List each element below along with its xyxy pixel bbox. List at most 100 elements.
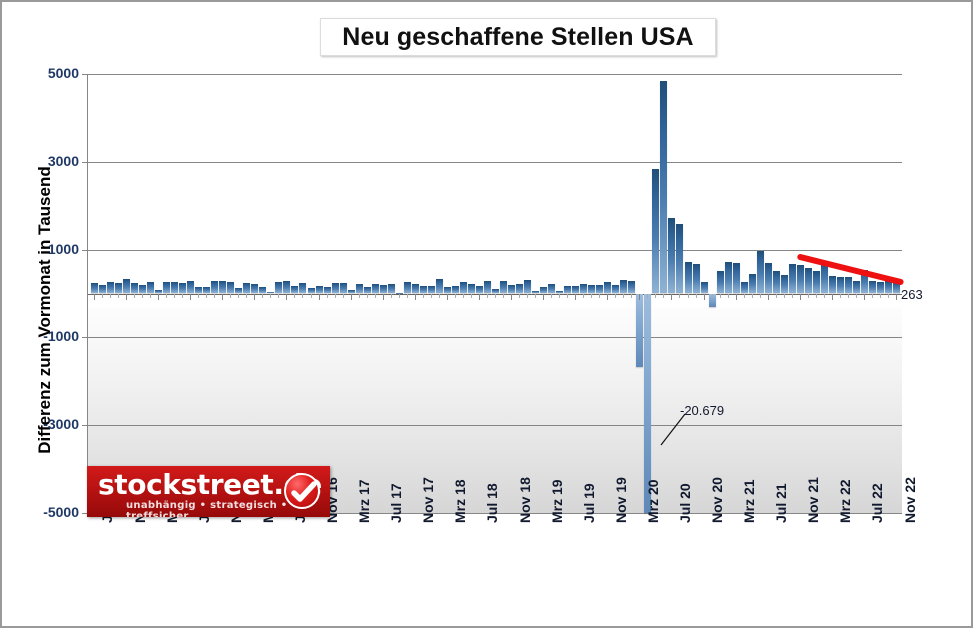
bar-mai-17 xyxy=(363,287,371,294)
bar-mrz-19 xyxy=(540,286,548,294)
bar-nov-21 xyxy=(796,265,804,294)
bar-okt-15 xyxy=(211,280,219,294)
x-tick-label: Jul 20 xyxy=(676,483,693,523)
x-tick-label: Jul 17 xyxy=(388,483,405,523)
gridline--3000 xyxy=(88,425,902,427)
x-minor-tick xyxy=(422,293,424,298)
x-minor-tick xyxy=(775,293,777,298)
x-minor-tick xyxy=(326,293,328,298)
x-minor-tick xyxy=(486,293,488,298)
bar-okt-14 xyxy=(114,282,122,294)
x-minor-tick xyxy=(839,293,841,298)
bar-mrz-21 xyxy=(732,262,740,294)
bar-aug-15 xyxy=(195,286,203,294)
x-tick-label: Mrz 18 xyxy=(452,479,469,523)
x-minor-tick xyxy=(872,293,874,298)
x-minor-tick xyxy=(230,293,232,298)
x-tick-mark xyxy=(543,293,545,300)
bar-mai-22 xyxy=(844,276,852,294)
stockstreet-logo[interactable]: stockstreet.de unabhängig • strategisch … xyxy=(87,466,330,517)
bar-sep-14 xyxy=(106,281,114,294)
bar-nov-18 xyxy=(508,284,516,294)
x-tick-mark xyxy=(639,293,641,300)
x-minor-tick xyxy=(358,293,360,298)
bar-mrz-22 xyxy=(828,276,836,294)
bar-apr-19 xyxy=(548,284,556,294)
x-tick-mark xyxy=(767,293,769,300)
x-tick-mark xyxy=(831,293,833,300)
bar-mrz-18 xyxy=(443,286,451,294)
bar-dez-21 xyxy=(804,267,812,294)
x-tick-mark xyxy=(478,293,480,300)
x-tick-label: Mrz 17 xyxy=(356,479,373,523)
x-minor-tick xyxy=(101,293,103,298)
x-tick-mark xyxy=(414,293,416,300)
bar-jan-19 xyxy=(524,279,532,294)
x-minor-tick xyxy=(150,293,152,298)
x-minor-tick xyxy=(454,293,456,298)
x-minor-tick xyxy=(406,293,408,298)
bar-okt-22 xyxy=(885,281,893,294)
bar-aug-18 xyxy=(483,280,491,294)
x-minor-tick xyxy=(695,293,697,298)
bar-apr-22 xyxy=(836,277,844,294)
x-minor-tick xyxy=(366,293,368,298)
x-tick-mark xyxy=(446,293,448,300)
bar-dez-16 xyxy=(323,286,331,294)
annotation-trend-end: 263 xyxy=(901,287,923,302)
x-minor-tick xyxy=(198,293,200,298)
y-tick-mark xyxy=(82,161,87,163)
bar-mai-15 xyxy=(171,281,179,294)
bar-mrz-20 xyxy=(636,293,644,368)
x-tick-label: Nov 17 xyxy=(420,477,437,523)
x-minor-tick xyxy=(719,293,721,298)
x-minor-tick xyxy=(751,293,753,298)
x-tick-mark xyxy=(799,293,801,300)
bar-feb-20 xyxy=(628,280,636,294)
x-minor-tick xyxy=(503,293,505,298)
x-tick-label: Nov 18 xyxy=(516,477,533,523)
bar-nov-15 xyxy=(219,281,227,294)
bar-sep-20 xyxy=(684,262,692,294)
bar-mrz-17 xyxy=(347,290,355,294)
bar-okt-19 xyxy=(596,285,604,294)
x-minor-tick xyxy=(623,293,625,298)
x-minor-tick xyxy=(888,293,890,298)
x-tick-label: Nov 22 xyxy=(901,477,918,523)
bar-jul-20 xyxy=(668,217,676,294)
x-minor-tick xyxy=(823,293,825,298)
bar-sep-18 xyxy=(492,288,499,294)
x-tick-label: Mrz 20 xyxy=(644,479,661,523)
bar-sep-15 xyxy=(203,286,211,294)
x-tick-mark xyxy=(896,293,898,300)
bar-aug-22 xyxy=(869,280,877,294)
x-minor-tick xyxy=(438,293,440,298)
x-tick-label: Nov 21 xyxy=(805,477,822,523)
bar-jun-20 xyxy=(660,80,668,294)
bar-jun-15 xyxy=(179,283,187,294)
bar-apr-16 xyxy=(259,286,267,294)
bar-nov-19 xyxy=(604,282,612,294)
bar-jan-21 xyxy=(716,270,724,294)
x-tick-mark xyxy=(703,293,705,300)
x-minor-tick xyxy=(535,293,537,298)
x-minor-tick xyxy=(302,293,304,298)
bar-dez-18 xyxy=(516,283,524,294)
x-minor-tick xyxy=(134,293,136,298)
bar-okt-16 xyxy=(307,288,315,294)
x-tick-label: Nov 19 xyxy=(612,477,629,523)
bar-sep-19 xyxy=(588,285,596,294)
x-tick-mark xyxy=(863,293,865,300)
bar-jun-18 xyxy=(467,284,475,294)
x-minor-tick xyxy=(815,293,817,298)
x-tick-label: Mrz 22 xyxy=(837,479,854,523)
x-minor-tick xyxy=(294,293,296,298)
x-tick-mark xyxy=(254,293,256,300)
x-tick-mark xyxy=(190,293,192,300)
y-tick-mark xyxy=(82,249,87,251)
bar-aug-19 xyxy=(580,283,588,294)
x-minor-tick xyxy=(759,293,761,298)
bar-jun-17 xyxy=(371,283,379,294)
page-title: Neu geschaffene Stellen USA xyxy=(342,22,694,51)
